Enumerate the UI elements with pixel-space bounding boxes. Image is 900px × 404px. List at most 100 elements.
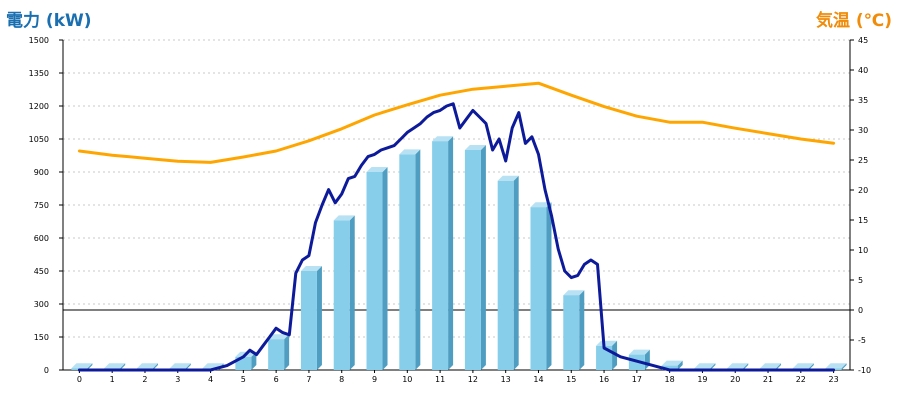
left-tick-label: 1200	[29, 102, 49, 111]
bar-front	[464, 150, 481, 370]
x-tick-label: 5	[241, 375, 246, 384]
bar-front	[661, 365, 678, 370]
bar-top	[464, 145, 486, 150]
x-tick-label: 8	[339, 375, 344, 384]
bar-front	[333, 220, 350, 370]
bar-side	[677, 360, 683, 370]
bar-top	[399, 149, 421, 155]
bar-side	[710, 363, 716, 370]
bar-top	[136, 363, 158, 369]
bar-side	[120, 363, 126, 370]
bar	[497, 175, 519, 370]
right-axis-title: 気温 (℃)	[815, 11, 892, 31]
bar-top	[104, 363, 126, 369]
right-tick-label: 20	[858, 186, 868, 195]
bar-side	[349, 215, 355, 370]
bar-top	[432, 136, 454, 142]
bar-side	[513, 175, 519, 370]
bar-side	[316, 266, 322, 370]
bar-side	[546, 202, 552, 370]
x-tick-label: 19	[697, 375, 707, 384]
bar-front	[530, 207, 547, 370]
bar-front	[497, 180, 514, 370]
left-tick-label: 900	[34, 168, 49, 177]
right-tick-label: 45	[858, 36, 868, 45]
left-tick-label: 150	[34, 333, 49, 342]
x-tick-label: 22	[796, 375, 806, 384]
bar-side	[743, 363, 749, 370]
bar-side	[612, 340, 618, 370]
bar	[333, 215, 355, 370]
x-tick-label: 18	[665, 375, 675, 384]
bar	[432, 136, 454, 370]
bar	[661, 360, 683, 370]
right-tick-label: -10	[858, 366, 871, 375]
x-tick-label: 16	[599, 375, 609, 384]
bar	[366, 167, 388, 370]
bar-top	[760, 363, 782, 369]
x-tick-label: 11	[435, 375, 445, 384]
bar-side	[841, 363, 847, 370]
bar-front	[399, 154, 416, 370]
bar-front	[268, 339, 285, 370]
bar-front	[596, 345, 613, 370]
x-tick-label: 9	[372, 375, 377, 384]
bar-top	[563, 290, 585, 296]
bar-side	[808, 363, 814, 370]
x-tick-label: 10	[402, 375, 412, 384]
bar-side	[152, 363, 158, 370]
bar-top	[497, 175, 519, 181]
bar	[464, 145, 486, 370]
bar-front	[563, 295, 580, 370]
bar-top	[169, 363, 191, 369]
bar-top	[71, 363, 93, 369]
bar-top	[366, 167, 388, 172]
left-tick-label: 1050	[29, 135, 49, 144]
bar-top	[333, 215, 355, 221]
bar-top	[300, 266, 322, 271]
bar	[530, 202, 552, 370]
temperature-line	[77, 81, 836, 164]
bar-front	[366, 172, 383, 370]
x-tick-label: 14	[533, 375, 543, 384]
x-tick-label: 23	[829, 375, 839, 384]
left-tick-label: 450	[34, 267, 49, 276]
left-tick-label: 300	[34, 300, 49, 309]
x-tick-label: 20	[730, 375, 740, 384]
bar-top	[628, 349, 650, 355]
bar-top	[268, 334, 290, 340]
bar-side	[185, 363, 191, 370]
x-tick-label: 6	[274, 375, 279, 384]
right-tick-label: 10	[858, 246, 868, 255]
right-tick-label: 25	[858, 156, 868, 165]
x-tick-label: 12	[468, 375, 478, 384]
left-tick-label: 600	[34, 234, 49, 243]
left-axis-title: 電力 (kW)	[6, 11, 92, 31]
left-tick-label: 1500	[29, 36, 49, 45]
bar-side	[415, 149, 421, 370]
x-tick-label: 13	[501, 375, 511, 384]
x-tick-label: 4	[208, 375, 213, 384]
bar-side	[776, 363, 782, 370]
x-tick-label: 7	[306, 375, 311, 384]
bar-side	[87, 363, 93, 370]
right-tick-label: 15	[858, 216, 868, 225]
right-tick-label: 40	[858, 66, 868, 75]
x-tick-label: 1	[110, 375, 115, 384]
bar-top	[792, 363, 814, 369]
bar	[596, 340, 618, 370]
right-tick-label: 0	[858, 306, 863, 315]
bar-side	[251, 351, 257, 370]
power-line	[77, 102, 836, 372]
x-tick-label: 0	[77, 375, 82, 384]
x-tick-label: 15	[566, 375, 576, 384]
left-tick-label: 0	[44, 366, 49, 375]
x-tick-label: 3	[175, 375, 180, 384]
bar-top	[596, 340, 618, 346]
bar	[399, 149, 421, 370]
bar	[300, 266, 322, 370]
right-tick-label: 30	[858, 126, 868, 135]
right-tick-label: -5	[858, 336, 866, 345]
